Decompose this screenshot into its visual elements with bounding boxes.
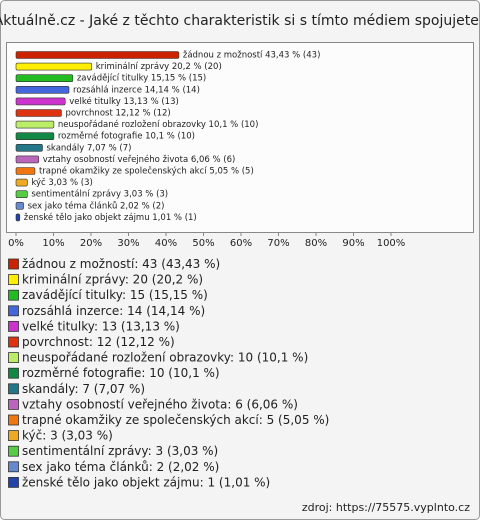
legend-label: žádnou z možností: 43 (43,43 %) (22, 257, 220, 271)
x-tick-label: 20% (80, 238, 102, 249)
bar (15, 144, 43, 152)
bar-label: skandály 7,07 % (7) (47, 143, 132, 153)
bar (15, 97, 66, 106)
bar (15, 51, 180, 59)
source: zdroj: https://75575.vyplnto.cz (302, 501, 470, 514)
plot-box (6, 42, 474, 233)
x-tick-label: 70% (267, 238, 289, 249)
bar (15, 120, 55, 129)
bar-label: kýč 3,03 % (3) (31, 177, 92, 188)
legend-swatch (8, 258, 19, 270)
legend-label: kýč: 3 (3,03 %) (22, 429, 113, 443)
legend-swatch (8, 320, 19, 332)
legend-swatch (8, 274, 19, 286)
bar-label: žádnou z možností 43,43 % (43) (183, 51, 321, 61)
legend-swatch (8, 398, 19, 410)
bar-label: sex jako téma článků 2,02 % (2) (28, 200, 165, 211)
legend-swatch (8, 289, 19, 301)
legend-label: kriminální zprávy: 20 (20,2 %) (22, 273, 203, 287)
legend-label: sex jako téma článků: 2 (2,02 %) (22, 460, 219, 474)
bar (15, 132, 55, 140)
legend-swatch (8, 367, 19, 379)
legend-label: ženské tělo jako objekt zájmu: 1 (1,01 %… (22, 475, 270, 489)
x-tick-label: 60% (230, 238, 252, 249)
x-tick-label: 0% (8, 238, 24, 249)
legend-label: vztahy osobností veřejného života: 6 (6,… (22, 397, 298, 411)
bar-label: vztahy osobností veřejného života 6,06 %… (43, 154, 236, 165)
legend-label: trapné okamžiky ze společenských akcí: 5… (22, 413, 329, 427)
bar-label: neuspořádané rozložení obrazovky 10,1 % … (58, 119, 259, 130)
x-tick-label: 10% (42, 238, 64, 249)
bar-label: trapné okamžiky ze společenských akcí 5,… (39, 166, 254, 177)
x-tick-label: 50% (192, 238, 214, 249)
chart-title: Aktuálně.cz - Jaké z těchto charakterist… (0, 13, 480, 29)
bar-label: rozměrné fotografie 10,1 % (10) (58, 131, 195, 142)
legend-label: rozsáhlá inzerce: 14 (14,14 %) (22, 304, 205, 318)
bar-label: velké titulky 13,13 % (13) (69, 96, 179, 107)
bar-label: kriminální zprávy 20,2 % (20) (96, 62, 222, 72)
legend-swatch (8, 383, 19, 395)
x-tick-label: 100% (377, 238, 406, 249)
legend-label: povrchnost: 12 (12,12 %) (22, 335, 175, 349)
bar (15, 62, 93, 71)
legend-swatch (8, 336, 19, 348)
legend-label: skandály: 7 (7,07 %) (22, 382, 145, 396)
legend-label: rozměrné fotografie: 10 (10,1 %) (22, 366, 220, 380)
x-tick-label: 90% (342, 238, 364, 249)
legend-swatch (8, 352, 19, 364)
legend-swatch (8, 476, 19, 488)
bar (15, 167, 36, 175)
legend-swatch (8, 445, 19, 457)
bar (15, 202, 24, 210)
bar-label: ženské tělo jako objekt zájmu 1,01 % (1) (24, 212, 197, 223)
bar (15, 74, 74, 82)
legend-swatch (8, 461, 19, 473)
bar-label: zavádějící titulky 15,15 % (15) (77, 74, 206, 84)
bar-label: rozsáhlá inzerce 14,14 % (14) (73, 85, 200, 95)
bar (15, 213, 21, 222)
legend-swatch (8, 305, 19, 317)
legend-label: velké titulky: 13 (13,13 %) (22, 319, 180, 333)
bar-label: sentimentální zprávy 3,03 % (3) (31, 190, 168, 200)
legend-label: zavádějící titulky: 15 (15,15 %) (22, 288, 208, 302)
x-tick-label: 80% (305, 238, 327, 249)
bar (15, 190, 28, 198)
x-tick-label: 40% (155, 238, 177, 249)
legend-label: sentimentální zprávy: 3 (3,03 %) (22, 444, 218, 458)
bar-label: povrchnost 12,12 % (12) (65, 109, 170, 119)
legend-label: neuspořádané rozložení obrazovky: 10 (10… (22, 351, 308, 365)
bar (15, 86, 70, 94)
legend-swatch (8, 414, 19, 426)
bar (15, 109, 62, 117)
x-tick-label: 30% (117, 238, 139, 249)
bar (15, 155, 40, 164)
legend-swatch (8, 430, 19, 442)
bar (15, 178, 28, 187)
